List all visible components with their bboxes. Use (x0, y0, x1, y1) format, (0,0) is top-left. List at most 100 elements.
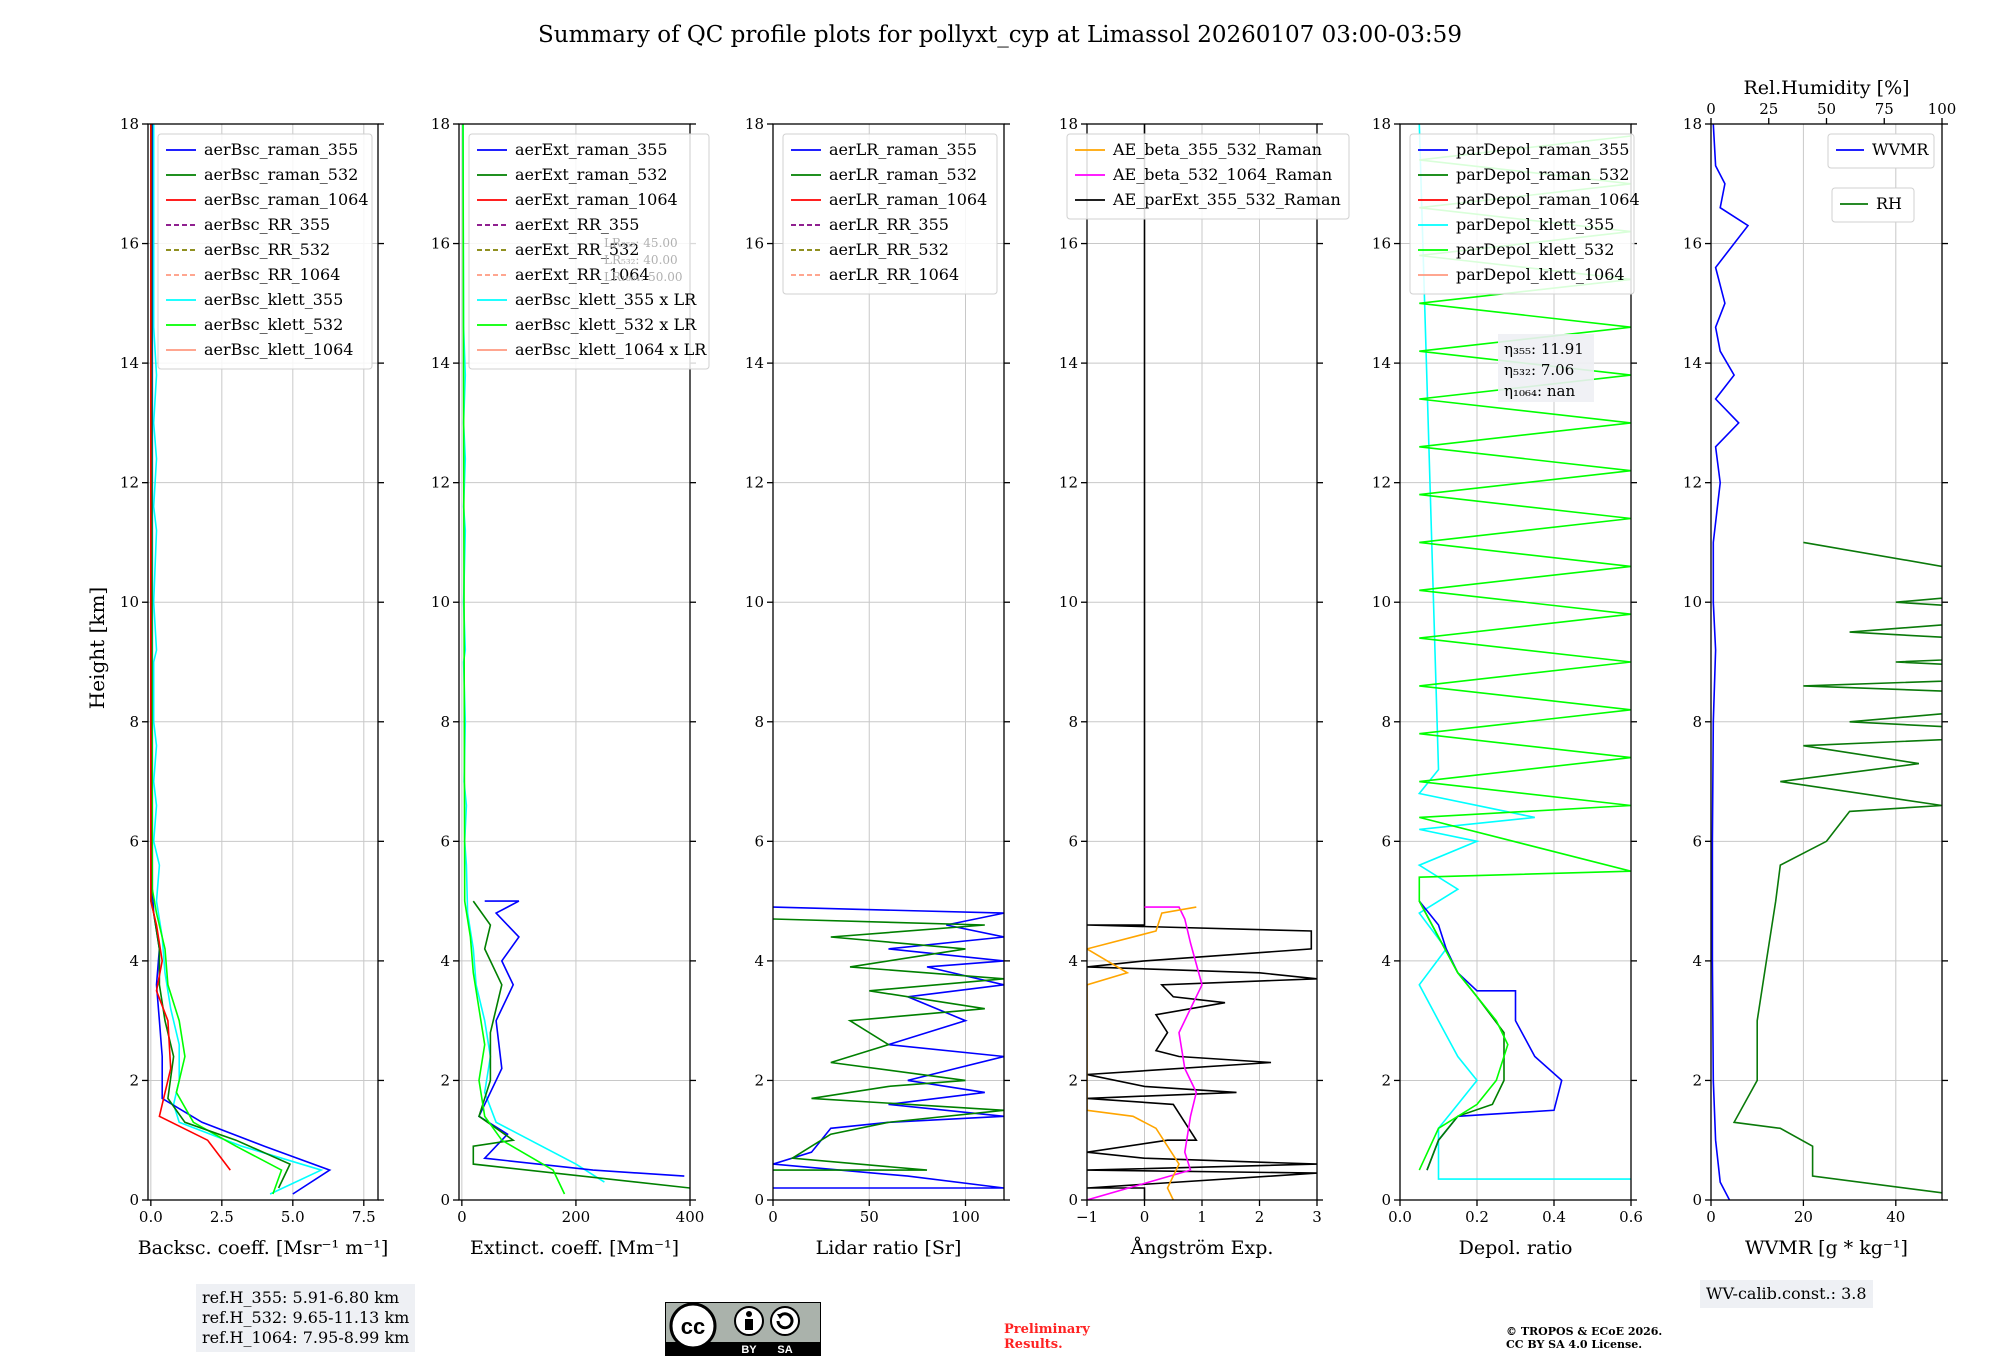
ref-height-532: ref.H_532: 9.65-11.13 km (202, 1308, 410, 1327)
legend-wvmr: WVMR (1827, 133, 1935, 169)
y-tick-label: 0 (1068, 1191, 1078, 1209)
y-tick-label: 8 (1381, 713, 1391, 731)
legend-entry: parDepol_raman_355 (1456, 140, 1629, 159)
legend-entry: aerLR_raman_532 (829, 165, 977, 184)
y-tick-label: 8 (440, 713, 450, 731)
legend-box (1831, 187, 1915, 223)
y-tick-label: 2 (440, 1071, 450, 1089)
legend-entry: aerExt_RR_532 (515, 240, 639, 259)
y-tick-label: 14 (1683, 354, 1702, 372)
series-line-blue (477, 900, 685, 1177)
legend-rh: RH (1831, 187, 1915, 223)
copyright-line-2: CC BY SA 4.0 License. (1506, 1338, 1643, 1351)
eta-value: η₁₀₆₄: nan (1504, 382, 1575, 400)
x-tick-label: 2 (1255, 1208, 1265, 1226)
y-tick-label: 0 (754, 1191, 764, 1209)
legend-entry: aerBsc_RR_355 (204, 215, 330, 234)
legend-entry: parDepol_klett_355 (1456, 215, 1614, 234)
y-tick-label: 6 (754, 832, 764, 850)
y-axis-label: Height [km] (85, 587, 109, 709)
y-tick-label: 12 (431, 474, 450, 492)
chart-panel-1: 0 2 4 6 8 10 12 14 16 18 0.0 2.5 5.0 7.5 Backsc. coeff… (120, 115, 388, 1259)
legend-entry: aerBsc_raman_1064 (204, 190, 369, 209)
x-tick-label: 20 (1794, 1208, 1813, 1226)
y-tick-label: 2 (754, 1071, 764, 1089)
preliminary-line-2: Results. (1004, 1337, 1063, 1352)
y-tick-label: 8 (1068, 713, 1078, 731)
x-tick-label: −1 (1076, 1208, 1098, 1226)
legend-entry: aerLR_raman_355 (829, 140, 977, 159)
legend-entry: aerBsc_klett_532 x LR (515, 315, 697, 334)
cc-icon-text: cc (681, 1314, 705, 1339)
series-line-lime (1418, 135, 1631, 1171)
y-tick-label: 0 (1692, 1191, 1702, 1209)
x-tick-label: 40 (1886, 1208, 1905, 1226)
cc-by-label: BY (741, 1344, 757, 1356)
y-tick-label: 8 (754, 713, 764, 731)
legend-entry: AE_beta_532_1064_Raman (1112, 165, 1332, 184)
x-axis-label: Ångström Exp. (1130, 1237, 1274, 1259)
y-tick-label: 12 (1059, 474, 1078, 492)
legend-box (1827, 133, 1935, 169)
legend-entry: aerBsc_klett_532 (204, 315, 343, 334)
legend-entry: aerBsc_klett_355 x LR (515, 290, 697, 309)
axes-frame (458, 123, 691, 1201)
x-tick-label: 2.5 (210, 1208, 234, 1226)
eta-box: η₃₅₅: 11.91 η₅₃₂: 7.06 η₁₀₆₄: nan (1498, 334, 1594, 402)
legend-entry: aerBsc_RR_532 (204, 240, 330, 259)
y-tick-label: 2 (1381, 1071, 1391, 1089)
axes-frame (147, 123, 379, 1201)
legend-entry: RH (1876, 194, 1902, 213)
series-group (462, 124, 690, 1195)
x-tick-label: 1 (1197, 1208, 1207, 1226)
legend-box (468, 133, 710, 370)
cc-license-badge: cc BY SA (665, 1302, 821, 1356)
y-tick-label: 10 (1372, 593, 1391, 611)
y-tick-label: 16 (431, 235, 450, 253)
series-line-magenta (1087, 906, 1203, 1200)
legend-entry: aerBsc_klett_1064 (204, 340, 353, 359)
y-tick-label: 4 (1068, 952, 1078, 970)
y-tick-label: 2 (1692, 1071, 1702, 1089)
series-line-lime (150, 124, 283, 1195)
x-tick-label: 0.0 (139, 1208, 163, 1226)
x-tick-label: 7.5 (352, 1208, 376, 1226)
legend-entry: aerExt_raman_532 (515, 165, 668, 184)
top-x-tick-label: 100 (1928, 100, 1957, 118)
y-tick-label: 16 (1372, 235, 1391, 253)
series-line-green (773, 918, 1004, 1171)
legend-box (1066, 133, 1350, 220)
x-tick-label: 100 (951, 1208, 980, 1226)
legend-entry: aerBsc_raman_532 (204, 165, 358, 184)
y-tick-label: 18 (1372, 115, 1391, 133)
legend-box (782, 133, 998, 295)
y-tick-label: 16 (1059, 235, 1078, 253)
legend-entry: aerLR_RR_1064 (829, 265, 959, 284)
legend: aerBsc_raman_355 aerBsc_raman_532 aerBsc_r… (157, 133, 373, 370)
lidar-ratio-note: LR₅₃₂: 40.00 (604, 253, 678, 267)
series-line-lime (462, 124, 566, 1195)
y-tick-label: 10 (745, 593, 764, 611)
y-tick-label: 18 (745, 115, 764, 133)
lidar-ratio-note: LR₁₀₆₄: 50.00 (604, 270, 682, 284)
y-tick-label: 6 (1692, 832, 1702, 850)
y-tick-label: 12 (120, 474, 139, 492)
legend-entry: aerExt_RR_1064 (515, 265, 650, 284)
y-tick-label: 12 (1683, 474, 1702, 492)
series-line-green (1418, 900, 1505, 1171)
top-x-tick-label: 25 (1759, 100, 1778, 118)
y-tick-label: 0 (129, 1191, 139, 1209)
legend-entry: parDepol_raman_532 (1456, 165, 1629, 184)
x-tick-label: 400 (676, 1208, 705, 1226)
x-tick-label: 0.4 (1542, 1208, 1566, 1226)
y-tick-label: 14 (745, 354, 764, 372)
legend-entry: aerLR_RR_532 (829, 240, 949, 259)
y-tick-label: 14 (1059, 354, 1078, 372)
axes-frame (1399, 123, 1632, 1201)
series-line-cyan (152, 124, 324, 1195)
wv-calibration-box: WV-calib.const.: 3.8 (1700, 1280, 1873, 1308)
series-line-orange (1087, 906, 1197, 1200)
chart-panel-5: 0 2 4 6 8 10 12 14 16 18 0.0 0.2 0.4 0.6 Depol. ratio p… (1372, 115, 1643, 1259)
legend: AE_beta_355_532_Raman AE_beta_532_1064_Ra… (1066, 133, 1350, 220)
